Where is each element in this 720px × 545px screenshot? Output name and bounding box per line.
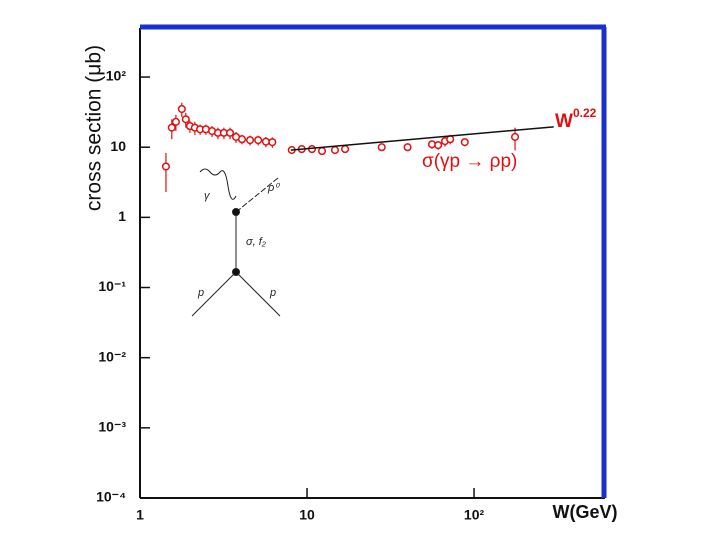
data-point bbox=[510, 132, 520, 141]
data-point bbox=[237, 135, 247, 144]
y-tick-label: 10² bbox=[106, 68, 127, 84]
inset-label: ρ⁰ bbox=[267, 182, 280, 194]
inset-label: γ bbox=[204, 190, 211, 202]
x-tick-label: 10 bbox=[299, 507, 315, 523]
data-point bbox=[225, 128, 235, 137]
data-point bbox=[341, 145, 350, 154]
y-tick-label: 10⁻⁴ bbox=[96, 489, 126, 505]
data-point bbox=[403, 143, 412, 152]
photon-line bbox=[199, 168, 237, 200]
data-point bbox=[171, 117, 180, 126]
data-point bbox=[254, 136, 263, 145]
inset-label: p bbox=[197, 287, 204, 299]
process-label: σ(γp → ρp) bbox=[422, 151, 517, 172]
proton-line bbox=[235, 271, 281, 317]
y-tick-label: 10⁻³ bbox=[98, 419, 126, 435]
inset-label: σ, f₂ bbox=[246, 236, 267, 248]
data-point bbox=[330, 146, 340, 155]
y-tick-label: 10⁻¹ bbox=[98, 278, 126, 294]
data-point bbox=[317, 147, 327, 156]
data-point bbox=[161, 162, 170, 171]
vertex bbox=[232, 208, 240, 216]
y-axis-label: cross section (μb) bbox=[83, 45, 106, 211]
data-point bbox=[434, 141, 443, 150]
y-tick-label: 10⁻² bbox=[98, 348, 126, 364]
data-point bbox=[177, 104, 186, 114]
vertex bbox=[232, 268, 240, 276]
data-point bbox=[246, 136, 255, 145]
inset-label: p bbox=[269, 287, 276, 299]
inset-diagram bbox=[191, 168, 281, 317]
fit-line bbox=[290, 126, 554, 151]
data-point bbox=[261, 137, 270, 146]
data-point bbox=[268, 138, 277, 147]
proton-line bbox=[191, 271, 237, 317]
fit-label: W0.22 bbox=[555, 106, 597, 132]
data-point bbox=[181, 115, 190, 124]
data-point bbox=[460, 138, 469, 147]
data-point bbox=[377, 143, 386, 152]
x-tick-label: 1 bbox=[136, 507, 144, 523]
rho-line bbox=[235, 177, 279, 213]
data-point bbox=[167, 123, 176, 132]
x-tick-label: 10² bbox=[464, 507, 485, 523]
y-tick-label: 1 bbox=[118, 208, 126, 224]
x-axis-label: W(GeV) bbox=[553, 502, 618, 522]
y-tick-label: 10 bbox=[110, 138, 126, 154]
